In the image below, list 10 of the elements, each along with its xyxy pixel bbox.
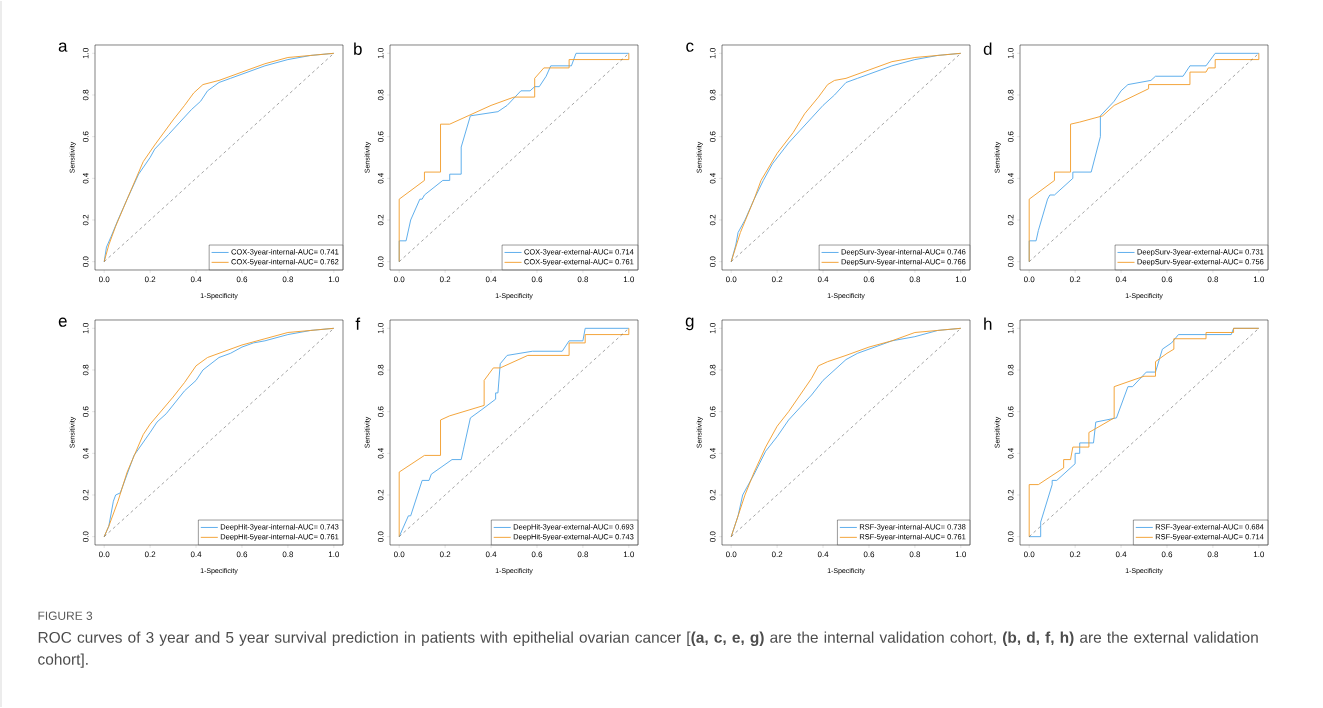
chart-title: f <box>355 317 361 330</box>
chart-title: d <box>983 42 992 55</box>
chart-title: b <box>354 42 362 55</box>
chart-title: c <box>686 42 694 52</box>
chart-title: a <box>58 42 68 52</box>
chart-title: h <box>984 317 992 330</box>
text: FIGURE 3 <box>38 611 93 620</box>
chart-title: e <box>58 317 67 327</box>
text: ROC curves of 3 year and 5 year survival prediction in patients with epithelial ovarian cancer [(a, c, e, g) are the internal validation cohort, (b, d, f, h) are the external validation cohort]. <box>38 631 1258 668</box>
chart-title: g <box>685 317 694 331</box>
